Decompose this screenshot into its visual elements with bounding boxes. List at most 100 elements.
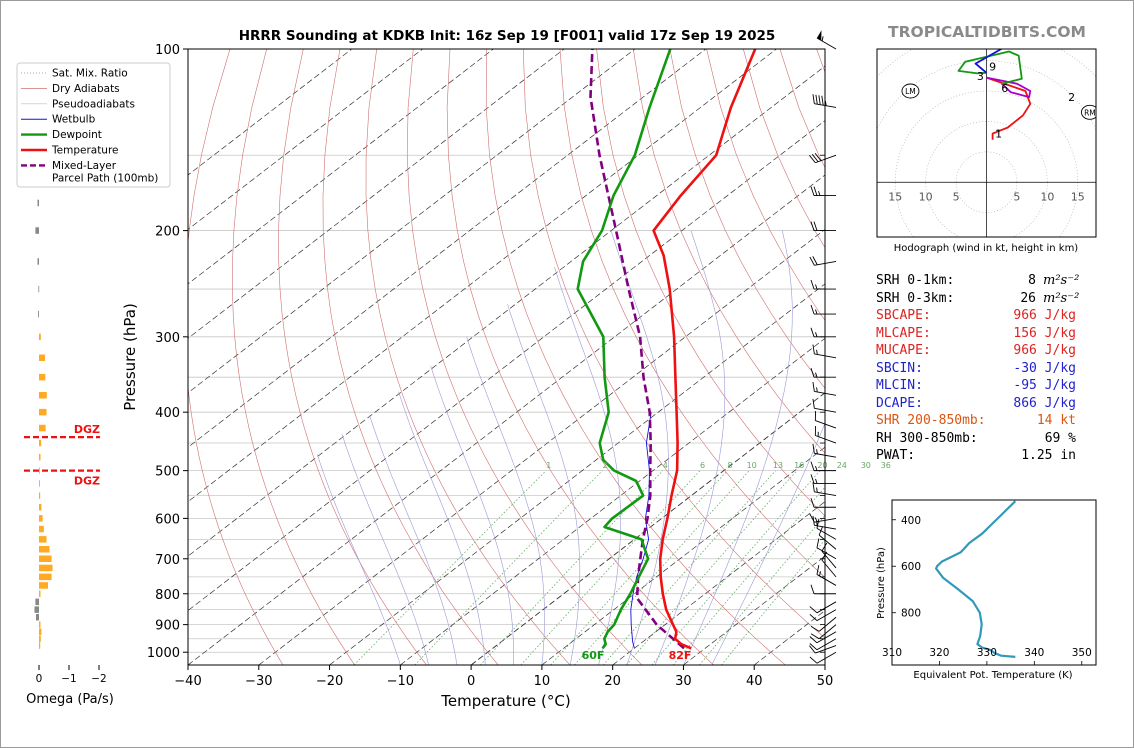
isotherm [329,283,825,665]
stat-label: SBCAPE: [876,308,931,323]
wind-barb [812,443,837,458]
wind-barb [809,256,837,266]
wind-barb [814,411,837,429]
barb-flag [812,443,815,454]
barb-staff [814,524,837,530]
omega-bar [38,285,40,293]
y-tick-label: 1000 [147,646,180,661]
barb-half-flag [815,372,818,378]
barb-staff [814,391,837,396]
legend-label-parcel-line2: Parcel Path (100mb) [52,172,158,184]
isotherm [188,49,777,503]
omega-panel: DGZ DGZ 0 −1 −2 [24,199,107,685]
theta-e-x-tick-label: 350 [1072,647,1092,659]
omega-bar [39,439,42,447]
omega-bar [39,621,41,628]
dry-adiabat [365,49,571,665]
barb-staff [814,260,837,266]
mixing-ratio-line [520,470,701,665]
barb-flag [810,279,815,290]
y-tick-label: 900 [155,619,180,634]
y-tick-label: 600 [155,512,180,527]
omega-bar [39,564,53,572]
mixing-ratio-line [353,470,547,665]
barb-half-flag [825,100,827,106]
wind-barb [812,398,837,413]
omega-bar [39,424,46,432]
theta-e-y-tick-label: 600 [901,561,921,573]
barb-flag [810,327,815,337]
dry-adiabat [406,49,643,665]
barb-flag [818,526,824,536]
mixing-ratio-line [602,470,776,665]
omega-bar [34,606,39,613]
barb-staff [821,559,837,578]
pseudoadiabat [610,230,669,665]
y-tick-label: 200 [155,225,180,240]
stat-value: 156 J/kg [1013,325,1076,341]
isotherm [258,229,825,665]
isotherm [188,65,825,557]
mixing-ratio-label: 10 [747,461,757,470]
dry-adiabat [523,49,825,639]
barb-flag [810,186,815,196]
stat-label: RH 300-850mb: [876,430,978,446]
stat-unit: m²s⁻² [1043,290,1080,306]
wind-barb [821,551,837,578]
barb-flag [809,636,818,644]
mixing-ratio-labels: 1 2 4 6 8 10 13 16 20 24 30 36 [546,461,891,470]
omega-x-tick-label: 0 [36,673,43,685]
stat-value: 69 % [1044,430,1076,446]
legend-label-temperature: Temperature [51,145,119,157]
legend-label-parcel: Mixed-Layer [52,160,117,172]
barb-flag [812,515,815,526]
mixing-ratio-label: 2 [602,461,607,470]
mixing-ratio-lines [353,470,825,665]
wind-barb [818,526,837,550]
hodograph-height-label: 9 [989,61,996,74]
dry-adiabat [188,49,284,665]
barb-half-flag [815,284,818,290]
hodograph-ring-label: 15 [888,190,902,203]
barb-staff [814,491,837,497]
wind-barb [812,94,837,108]
hodograph-ring-label: 15 [1071,190,1085,203]
barb-flag [810,498,815,508]
wind-barb [810,624,837,640]
stat-label: MLCAPE: [876,325,931,341]
stat-value: 14 kt [1036,413,1076,428]
barb-staff [821,550,837,569]
barb-staff [816,574,837,586]
omega-bar [39,453,41,461]
x-tick-label: 0 [467,674,475,689]
stat-label: MUCAPE: [876,343,931,358]
mixing-ratio-line [626,470,798,665]
skewt-y-axis-label: Pressure (hPa) [121,303,139,411]
x-tick-label: 10 [534,674,551,689]
pseudoadiabat [554,267,621,665]
mixing-ratio-line [672,486,825,665]
pseudoadiabat [654,230,726,665]
mixing-ratio-label: 36 [881,461,891,470]
stat-label: SRH 0-3km: [876,290,955,306]
wind-barb [810,461,836,472]
wind-barb [816,30,837,50]
barb-staff [818,616,837,632]
barb-flag [810,633,820,640]
pseudoadiabat [398,391,486,665]
stat-label: SRH 0-1km: [876,273,955,288]
wind-barb [810,327,836,338]
barb-flag [816,518,820,529]
storm-motion-marker [1080,104,1096,120]
stat-label: PWAT: [876,448,916,463]
omega-bar [37,199,39,207]
barb-half-flag [815,309,818,315]
hodograph-plot-area: 1 2 3 69 LM RM 15 10 5 5 10 15 [877,49,1096,237]
isotherm [754,610,825,665]
barb-flag [813,186,818,196]
stat-unit: m²s⁻² [1043,273,1080,288]
hodograph-ring-label: 10 [1040,190,1054,203]
barb-flag [812,482,815,492]
legend-label-pseudo: Pseudoadiabats [52,98,135,110]
theta-e-x-tick-label: 320 [929,647,949,659]
